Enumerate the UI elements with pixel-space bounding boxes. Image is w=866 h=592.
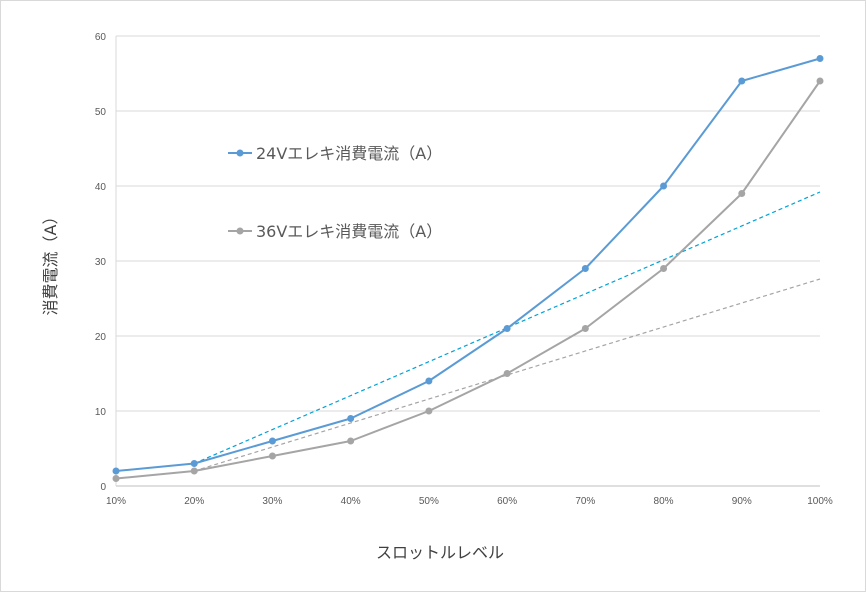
y-tick-labels: 0 10 20 30 40 50 60 bbox=[95, 32, 107, 493]
trendline bbox=[193, 191, 821, 465]
data-point bbox=[738, 190, 746, 197]
data-point bbox=[425, 407, 433, 415]
x-tick-label: 60% bbox=[497, 496, 517, 507]
data-point bbox=[816, 55, 824, 62]
x-tick-label: 10% bbox=[106, 496, 126, 507]
data-point bbox=[268, 452, 276, 460]
x-tick-label: 80% bbox=[654, 496, 674, 507]
x-tick-labels: 10% 20% 30% 40% 50% 60% 70% 80% 90% 100% bbox=[106, 496, 833, 507]
data-point bbox=[347, 415, 355, 422]
legend-swatch-marker bbox=[236, 149, 244, 157]
data-point bbox=[738, 77, 746, 85]
x-tick-label: 20% bbox=[184, 496, 204, 507]
data-point bbox=[112, 475, 120, 482]
data-point bbox=[112, 467, 120, 475]
legend: 24Vエレキ消費電流（A） 36Vエレキ消費電流（A） bbox=[228, 144, 442, 241]
y-tick-label: 40 bbox=[95, 182, 107, 193]
y-tick-label: 0 bbox=[100, 482, 106, 493]
data-series bbox=[112, 55, 824, 482]
data-point bbox=[581, 325, 589, 332]
y-tick-label: 20 bbox=[95, 332, 107, 343]
x-tick-label: 50% bbox=[419, 496, 439, 507]
data-point bbox=[347, 437, 355, 445]
data-point bbox=[581, 265, 589, 272]
x-axis-title: スロットルレベル bbox=[376, 543, 504, 562]
x-tick-label: 30% bbox=[262, 496, 282, 507]
y-tick-label: 30 bbox=[95, 257, 107, 268]
y-axis-title: 消費電流（A） bbox=[41, 209, 60, 316]
data-point bbox=[268, 437, 276, 445]
x-tick-label: 70% bbox=[575, 496, 595, 507]
y-tick-label: 60 bbox=[95, 32, 107, 43]
x-tick-label: 90% bbox=[732, 496, 752, 507]
series-line bbox=[115, 57, 821, 472]
y-tick-label: 50 bbox=[95, 107, 107, 118]
trendlines bbox=[193, 191, 821, 472]
series-line bbox=[115, 80, 821, 480]
data-point bbox=[425, 377, 433, 385]
legend-label: 24Vエレキ消費電流（A） bbox=[256, 144, 442, 163]
data-point bbox=[660, 182, 668, 190]
data-point bbox=[503, 325, 511, 332]
y-tick-label: 10 bbox=[95, 407, 107, 418]
legend-swatch-marker bbox=[236, 227, 244, 235]
x-tick-label: 40% bbox=[341, 496, 361, 507]
x-tick-label: 100% bbox=[807, 496, 833, 507]
data-point bbox=[660, 265, 668, 272]
gridlines bbox=[115, 35, 820, 487]
data-point bbox=[190, 460, 198, 467]
data-point bbox=[190, 467, 198, 475]
data-point bbox=[816, 77, 824, 85]
data-point bbox=[503, 370, 511, 377]
legend-label: 36Vエレキ消費電流（A） bbox=[256, 222, 442, 241]
